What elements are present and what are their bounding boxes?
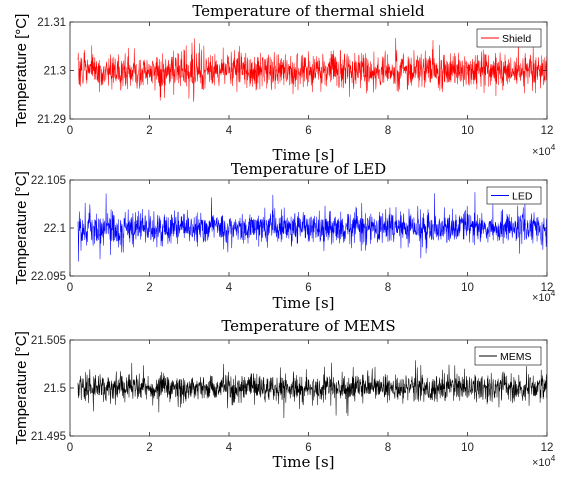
- y-tick-label: 21.5: [44, 383, 66, 395]
- x-tick-label: 10: [461, 442, 474, 454]
- x-tick-label: 0: [67, 125, 73, 137]
- x-tick-label: 4: [226, 282, 233, 294]
- y-tick-label: 21.3: [44, 66, 66, 78]
- x-tick-label: 6: [305, 442, 311, 454]
- x-axis-label: Time [s]: [272, 146, 334, 164]
- y-tick-label: 22.105: [31, 175, 66, 187]
- x-tick-label: 10: [461, 125, 474, 137]
- chart-title: Temperature of LED: [231, 160, 386, 178]
- x-tick-label: 4: [226, 125, 233, 137]
- x-tick-label: 12: [541, 282, 554, 294]
- chart-title: Temperature of MEMS: [221, 317, 395, 335]
- legend: Shield: [476, 28, 542, 48]
- subplot-1: Temperature of thermal shield 0 2 4 6 8 10 12 21…: [13, 2, 556, 164]
- legend-box: [476, 28, 542, 48]
- x-exponent-label: ×104: [532, 453, 556, 469]
- series-line-mems: [77, 360, 547, 419]
- subplot-3: Temperature of MEMS 0 2 4 6 8 10 12 21.495 21.5 21…: [13, 317, 556, 471]
- x-tick-label: 0: [67, 282, 73, 294]
- x-tick-label: 8: [385, 125, 391, 137]
- y-tick-label: 22.1: [44, 223, 66, 235]
- series-line-led: [77, 192, 547, 262]
- x-axis-label: Time [s]: [272, 294, 334, 312]
- x-tick-label: 4: [226, 442, 233, 454]
- legend-label: LED: [512, 190, 533, 202]
- legend-label: Shield: [502, 33, 531, 45]
- y-tick-label: 22.095: [31, 271, 66, 283]
- x-tick-label: 12: [541, 125, 554, 137]
- y-tick-label: 21.495: [31, 431, 66, 443]
- x-tick-label: 8: [385, 442, 391, 454]
- x-tick-label: 0: [67, 442, 73, 454]
- y-axis-label: Temperature [°C]: [13, 14, 30, 128]
- legend-box: [486, 186, 542, 205]
- x-axis-label: Time [s]: [272, 453, 334, 471]
- series-line-shield: [77, 33, 547, 102]
- x-tick-label: 6: [305, 282, 311, 294]
- x-tick-label: 2: [146, 125, 152, 137]
- x-tick-label: 10: [461, 282, 474, 294]
- x-tick-label: 2: [146, 282, 152, 294]
- x-exponent-label: ×104: [532, 142, 556, 158]
- legend: LED: [486, 186, 542, 205]
- x-exponent-label: ×104: [532, 288, 556, 304]
- y-axis-label: Temperature [°C]: [13, 331, 30, 445]
- legend-box: [474, 346, 542, 366]
- x-tick-label: 8: [385, 282, 391, 294]
- legend-label: MEMS: [500, 351, 532, 363]
- x-tick-label: 12: [541, 442, 554, 454]
- y-tick-label: 21.29: [37, 114, 66, 126]
- x-tick-label: 2: [146, 442, 152, 454]
- x-tick-label: 6: [305, 125, 311, 137]
- chart-title: Temperature of thermal shield: [192, 2, 425, 20]
- y-tick-label: 21.505: [31, 335, 66, 347]
- subplot-2: Temperature of LED 0 2 4 6 8 10 12 22.095 22.1 22.…: [13, 160, 556, 312]
- legend: MEMS: [474, 346, 542, 366]
- y-axis-label: Temperature [°C]: [13, 171, 30, 285]
- y-tick-label: 21.31: [37, 17, 66, 29]
